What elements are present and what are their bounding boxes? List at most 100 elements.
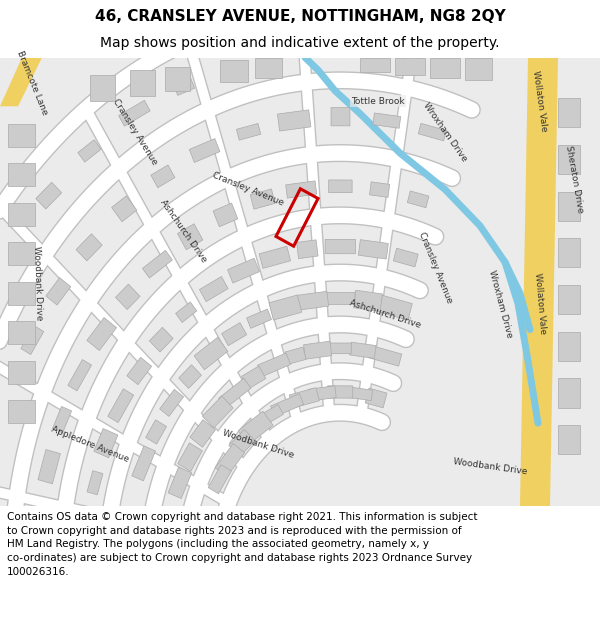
Polygon shape xyxy=(365,388,387,408)
Polygon shape xyxy=(286,181,317,198)
Polygon shape xyxy=(21,326,44,354)
Text: Appledore Avenue: Appledore Avenue xyxy=(50,424,130,464)
Text: Cransley Avenue: Cransley Avenue xyxy=(111,98,159,167)
Text: Woodbank Drive: Woodbank Drive xyxy=(452,457,527,476)
Polygon shape xyxy=(87,471,103,495)
Polygon shape xyxy=(142,251,172,278)
Text: Woodbank Drive: Woodbank Drive xyxy=(221,428,295,460)
Polygon shape xyxy=(269,295,302,320)
Polygon shape xyxy=(8,164,35,186)
Polygon shape xyxy=(119,100,150,126)
Polygon shape xyxy=(250,189,275,209)
Polygon shape xyxy=(8,361,35,384)
Polygon shape xyxy=(116,284,140,309)
Polygon shape xyxy=(558,238,580,268)
Polygon shape xyxy=(360,58,390,72)
Polygon shape xyxy=(53,406,71,433)
Polygon shape xyxy=(329,343,351,354)
Polygon shape xyxy=(227,258,259,283)
Polygon shape xyxy=(242,366,266,389)
Polygon shape xyxy=(358,239,388,259)
Polygon shape xyxy=(213,203,238,227)
Polygon shape xyxy=(238,411,273,445)
Text: Map shows position and indicative extent of the property.: Map shows position and indicative extent… xyxy=(100,36,500,50)
Polygon shape xyxy=(178,224,203,250)
Polygon shape xyxy=(199,276,228,302)
Text: Sheraton Drive: Sheraton Drive xyxy=(563,144,584,214)
Polygon shape xyxy=(296,240,318,259)
Text: Wroxham Drive: Wroxham Drive xyxy=(421,101,469,164)
Text: Woodbank Drive: Woodbank Drive xyxy=(32,246,44,320)
Polygon shape xyxy=(344,386,373,401)
Polygon shape xyxy=(112,196,137,222)
Polygon shape xyxy=(94,429,118,458)
Polygon shape xyxy=(149,328,173,352)
Polygon shape xyxy=(353,290,382,311)
Polygon shape xyxy=(558,285,580,314)
Polygon shape xyxy=(171,71,194,96)
Polygon shape xyxy=(68,359,92,391)
Polygon shape xyxy=(178,443,202,471)
Polygon shape xyxy=(308,386,336,401)
Polygon shape xyxy=(271,394,304,417)
Text: Ashchurch Drive: Ashchurch Drive xyxy=(348,298,422,330)
Polygon shape xyxy=(236,123,261,140)
Polygon shape xyxy=(8,203,35,226)
Polygon shape xyxy=(87,318,116,351)
Polygon shape xyxy=(296,291,329,310)
Polygon shape xyxy=(558,98,580,127)
Polygon shape xyxy=(151,165,175,188)
Polygon shape xyxy=(215,444,245,477)
Polygon shape xyxy=(277,110,311,131)
Polygon shape xyxy=(160,389,184,416)
Text: Cransley Avenue: Cransley Avenue xyxy=(416,231,454,304)
Polygon shape xyxy=(558,379,580,408)
Polygon shape xyxy=(8,242,35,265)
Polygon shape xyxy=(8,124,35,147)
Polygon shape xyxy=(558,191,580,221)
Polygon shape xyxy=(465,58,492,81)
Polygon shape xyxy=(394,248,418,267)
Polygon shape xyxy=(407,191,429,208)
Polygon shape xyxy=(190,419,215,447)
Polygon shape xyxy=(325,239,356,254)
Polygon shape xyxy=(430,58,460,78)
Text: Tottle Brook: Tottle Brook xyxy=(351,97,405,106)
Polygon shape xyxy=(247,309,272,328)
Polygon shape xyxy=(46,278,71,305)
Polygon shape xyxy=(285,347,306,364)
Polygon shape xyxy=(395,58,425,75)
Polygon shape xyxy=(194,338,228,370)
Polygon shape xyxy=(0,58,42,106)
Polygon shape xyxy=(221,322,247,346)
Polygon shape xyxy=(78,140,101,162)
Polygon shape xyxy=(108,389,134,422)
Polygon shape xyxy=(8,400,35,423)
Text: Bramcote Lane: Bramcote Lane xyxy=(15,49,49,116)
Polygon shape xyxy=(220,59,248,82)
Polygon shape xyxy=(208,465,232,494)
Text: Wollaton Vale: Wollaton Vale xyxy=(531,70,549,132)
Polygon shape xyxy=(328,386,353,398)
Polygon shape xyxy=(38,449,61,484)
Polygon shape xyxy=(368,346,402,366)
Polygon shape xyxy=(130,70,155,96)
Polygon shape xyxy=(259,246,290,268)
Polygon shape xyxy=(229,429,255,457)
Polygon shape xyxy=(329,180,352,192)
Text: Wroxham Drive: Wroxham Drive xyxy=(487,269,514,339)
Polygon shape xyxy=(378,295,412,320)
Polygon shape xyxy=(218,378,251,408)
Text: 46, CRANSLEY AVENUE, NOTTINGHAM, NG8 2QY: 46, CRANSLEY AVENUE, NOTTINGHAM, NG8 2QY xyxy=(95,9,505,24)
Polygon shape xyxy=(418,123,446,141)
Polygon shape xyxy=(331,107,350,126)
Polygon shape xyxy=(8,321,35,344)
Polygon shape xyxy=(350,342,376,358)
Polygon shape xyxy=(558,145,580,174)
Text: Cransley Avenue: Cransley Avenue xyxy=(211,171,285,208)
Polygon shape xyxy=(8,282,35,305)
Polygon shape xyxy=(90,75,115,101)
Text: Ashchurch Drive: Ashchurch Drive xyxy=(158,198,208,264)
Polygon shape xyxy=(304,341,332,359)
Text: Wollaton Vale: Wollaton Vale xyxy=(533,272,547,335)
